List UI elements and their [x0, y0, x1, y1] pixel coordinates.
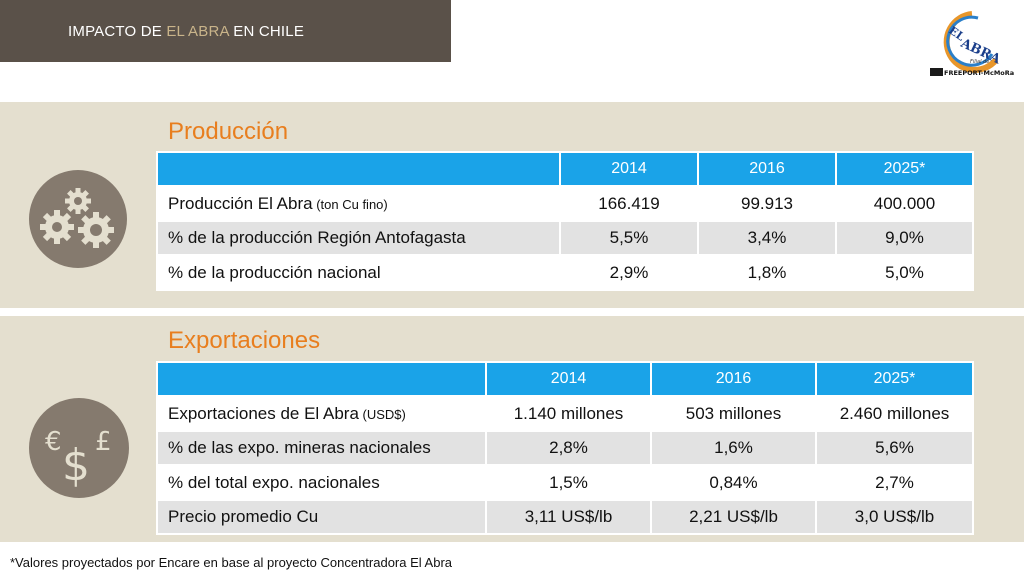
production-title: Producción: [168, 118, 289, 145]
svg-text:$: $: [62, 440, 90, 491]
table-row: Precio promedio Cu 3,11 US$/lb 2,21 US$/…: [156, 499, 974, 535]
gears-icon: [29, 170, 127, 268]
exports-table: 2014 2016 2025* Exportaciones de El Abra…: [156, 361, 974, 535]
table-cell: 1.140 millones: [485, 395, 652, 432]
row-label: % de la producción Región Antofagasta: [156, 220, 561, 256]
table-header-row: 2014 2016 2025*: [156, 361, 974, 397]
row-label-text: Producción El Abra: [168, 193, 313, 213]
el-abra-logo: EL ABRA Filial de FREEPORT-McMoRan: [928, 10, 1019, 84]
row-label: % de las expo. mineras nacionales: [156, 430, 487, 466]
svg-text:£: £: [95, 427, 112, 457]
table-row: % de las expo. mineras nacionales 2,8% 1…: [156, 430, 974, 466]
table-row: % de la producción Región Antofagasta 5,…: [156, 220, 974, 256]
svg-text:Filial de: Filial de: [970, 59, 989, 65]
svg-text:FREEPORT-McMoRan: FREEPORT-McMoRan: [944, 69, 1014, 77]
table-row: % del total expo. nacionales 1,5% 0,84% …: [156, 464, 974, 501]
header-bar: IMPACTO DE EL ABRA EN CHILE: [0, 0, 451, 62]
table-cell: 400.000: [835, 185, 974, 222]
title-suffix: EN CHILE: [228, 23, 305, 40]
table-cell: 1,5%: [485, 464, 652, 501]
row-label: % del total expo. nacionales: [156, 464, 487, 501]
table-cell: 166.419: [559, 185, 699, 222]
title-prefix: IMPACTO DE: [68, 23, 167, 40]
header-cell: 2014: [485, 361, 652, 397]
header-cell: 2016: [650, 361, 817, 397]
production-table: 2014 2016 2025* Producción El Abra (ton …: [156, 151, 974, 291]
table-row: % de la producción nacional 2,9% 1,8% 5,…: [156, 254, 974, 291]
row-label-note: (USD$): [358, 406, 406, 422]
header-cell: 2016: [697, 151, 837, 187]
table-cell: 2,9%: [559, 254, 699, 291]
page-title: IMPACTO DE EL ABRA EN CHILE: [68, 23, 304, 40]
header-cell: 2014: [559, 151, 699, 187]
table-cell: 99.913: [697, 185, 837, 222]
header-cell: [156, 151, 561, 187]
row-label: Precio promedio Cu: [156, 499, 487, 535]
table-cell: 5,0%: [835, 254, 974, 291]
table-row: Exportaciones de El Abra (USD$) 1.140 mi…: [156, 395, 974, 432]
row-label-text: Exportaciones de El Abra: [168, 403, 359, 423]
row-label-note: (ton Cu fino): [312, 196, 388, 212]
table-row: Producción El Abra (ton Cu fino) 166.419…: [156, 185, 974, 222]
table-cell: 503 millones: [650, 395, 817, 432]
table-cell: 3,4%: [697, 220, 837, 256]
table-cell: 2,8%: [485, 430, 652, 466]
header-cell: [156, 361, 487, 397]
table-cell: 1,6%: [650, 430, 817, 466]
currency-icon: € $ £: [29, 398, 129, 498]
table-cell: 5,6%: [815, 430, 974, 466]
table-cell: 3,0 US$/lb: [815, 499, 974, 535]
header-cell: 2025*: [835, 151, 974, 187]
table-cell: 1,8%: [697, 254, 837, 291]
footnote: *Valores proyectados por Encare en base …: [10, 555, 453, 570]
table-cell: 5,5%: [559, 220, 699, 256]
table-cell: 2,7%: [815, 464, 974, 501]
table-header-row: 2014 2016 2025*: [156, 151, 974, 187]
table-cell: 9,0%: [835, 220, 974, 256]
row-label: Exportaciones de El Abra (USD$): [156, 395, 487, 432]
row-label: % de la producción nacional: [156, 254, 561, 291]
header-cell: 2025*: [815, 361, 974, 397]
table-cell: 2.460 millones: [815, 395, 974, 432]
table-cell: 2,21 US$/lb: [650, 499, 817, 535]
table-cell: 3,11 US$/lb: [485, 499, 652, 535]
svg-text:€: €: [45, 427, 62, 457]
row-label: Producción El Abra (ton Cu fino): [156, 185, 561, 222]
title-highlight: EL ABRA: [166, 23, 229, 40]
exports-title: Exportaciones: [168, 327, 321, 354]
table-cell: 0,84%: [650, 464, 817, 501]
